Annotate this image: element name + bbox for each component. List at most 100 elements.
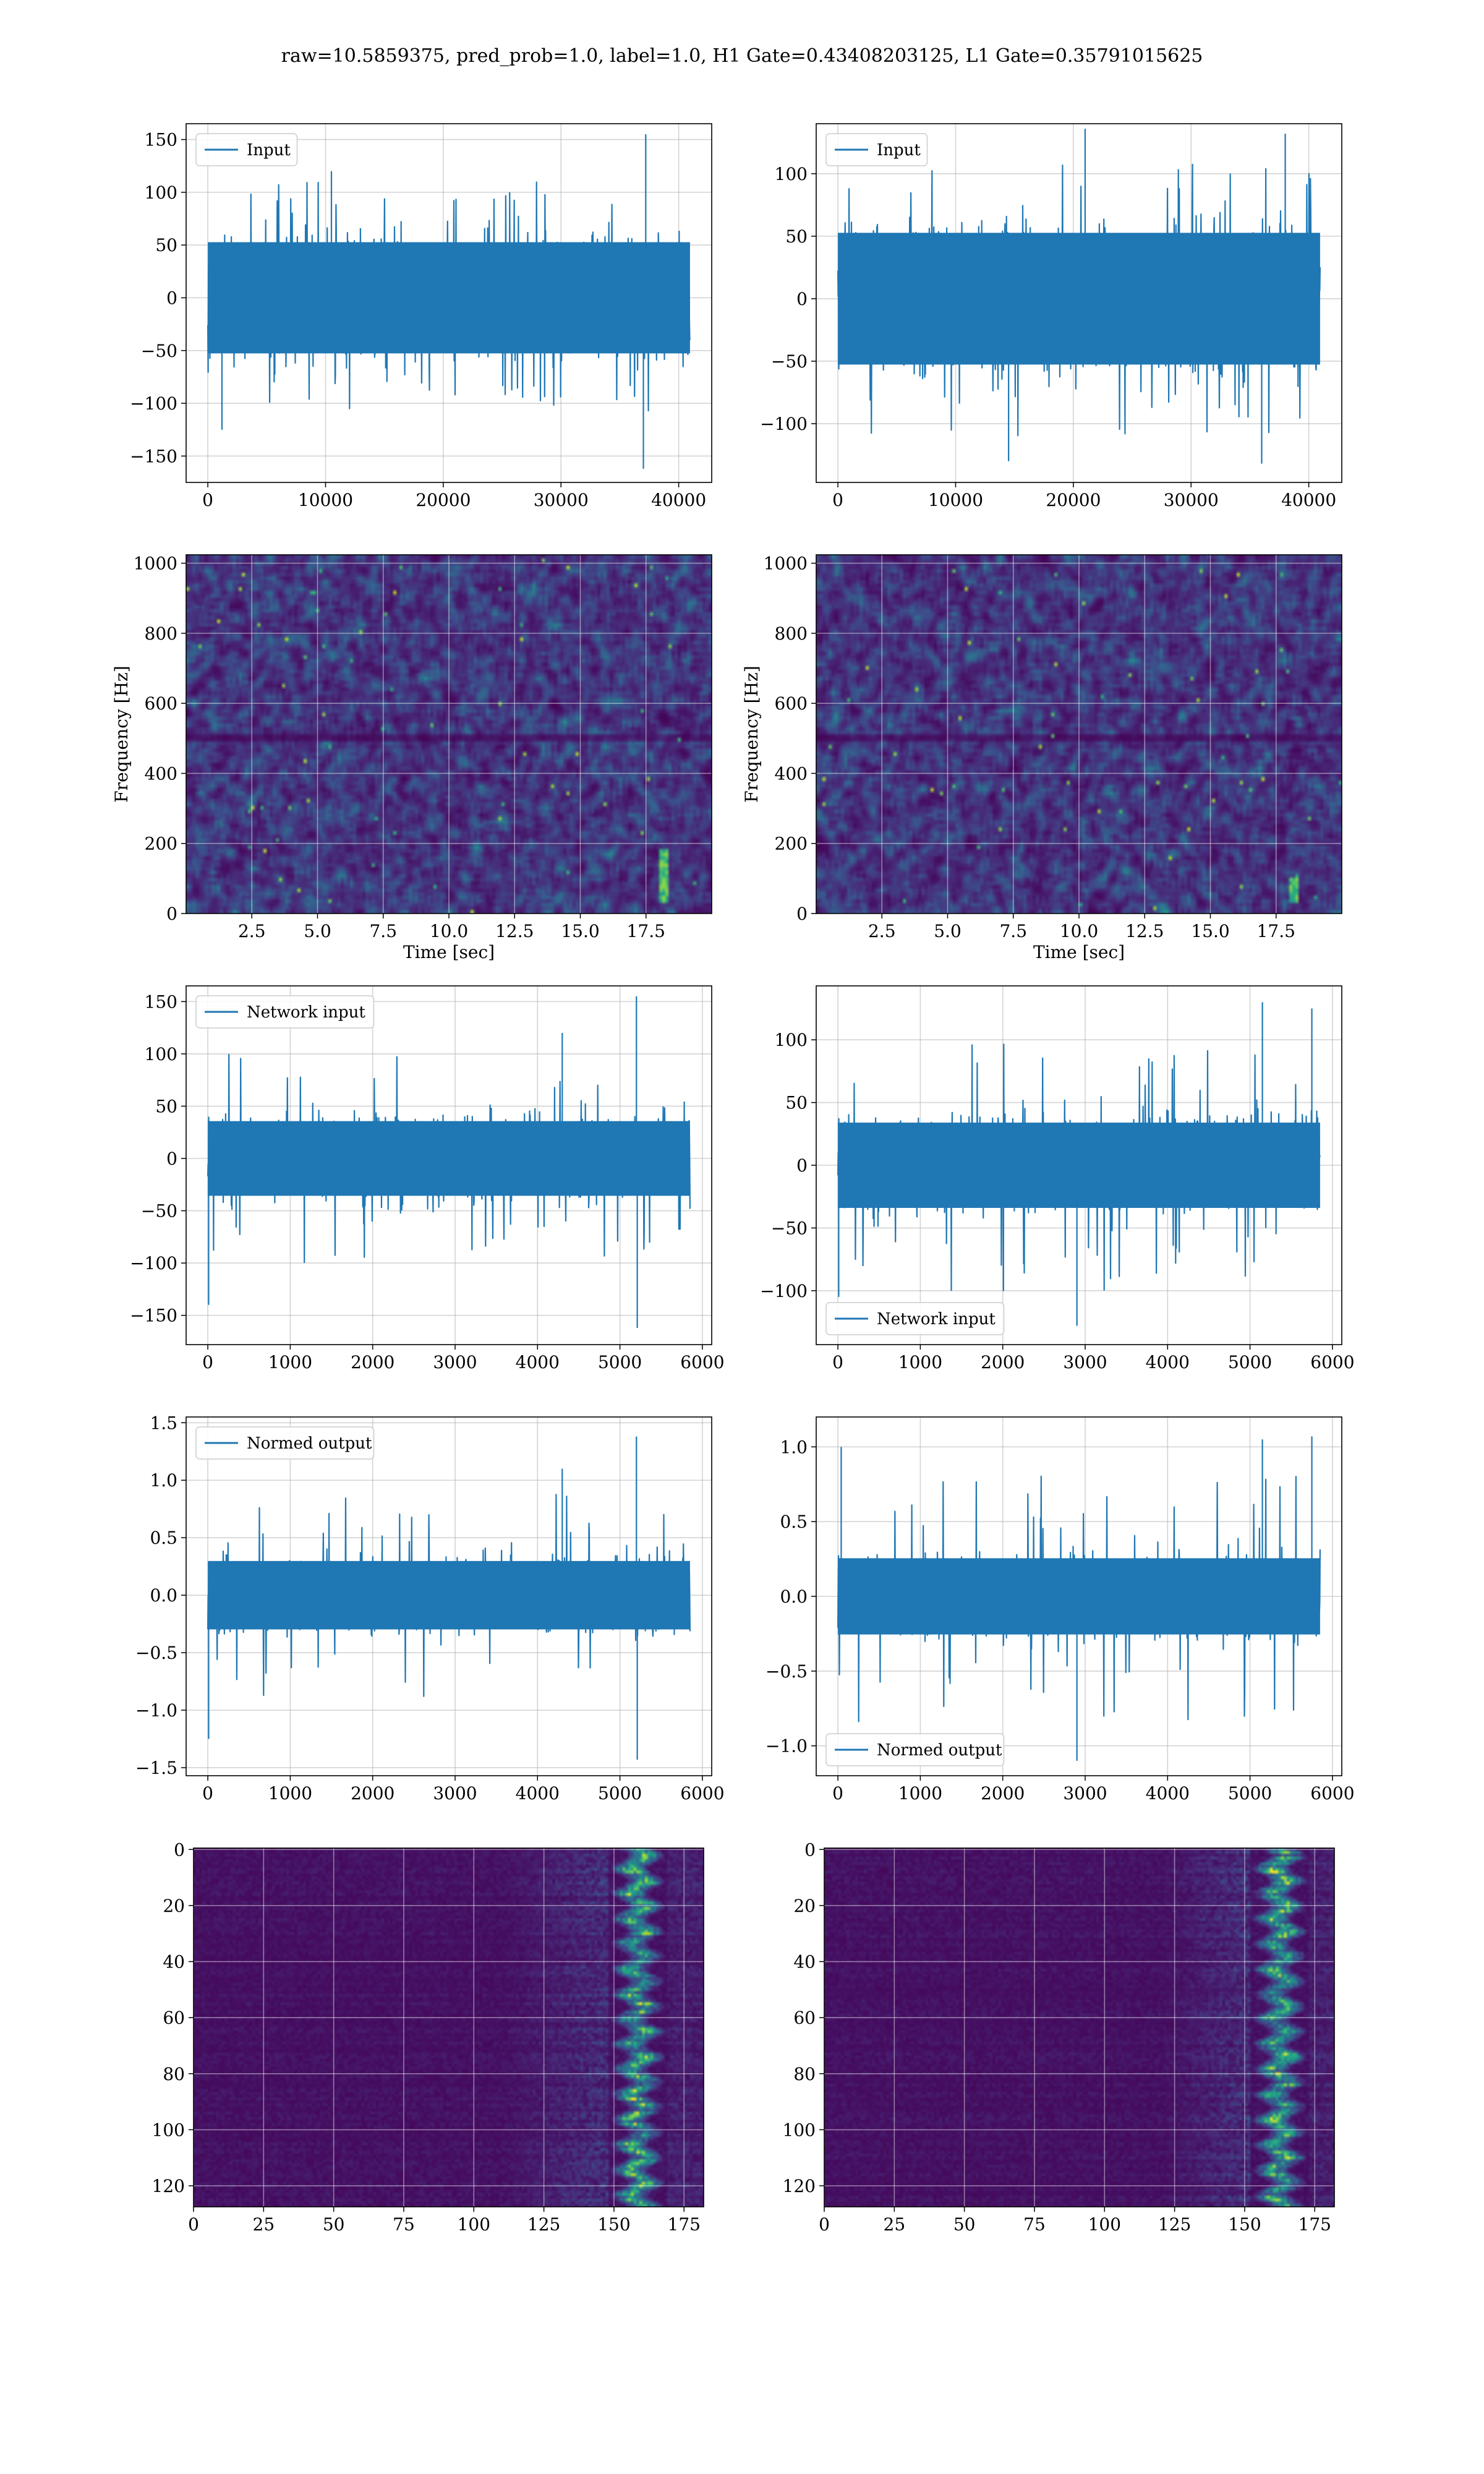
x-tick-label: 50 (953, 2214, 976, 2235)
l1-feature-map-frame (824, 1847, 1335, 2207)
x-tick-label: 25 (884, 2214, 906, 2235)
y-tick-label: 20 (163, 1896, 185, 1916)
x-tick-label: 0 (188, 2214, 199, 2235)
x-tick-label: 150 (597, 2214, 630, 2235)
legend-label: Network input (877, 1310, 996, 1329)
y-tick-label: 60 (163, 2008, 185, 2028)
y-tick-label: 60 (793, 2008, 816, 2028)
feature-map-image (194, 1848, 704, 2207)
y-tick-label: 0 (166, 904, 177, 924)
y-tick-label: −100 (130, 1253, 177, 1273)
spectrogram-image (186, 555, 712, 914)
x-tick-label: 30000 (1164, 490, 1219, 510)
y-tick-label: 120 (783, 2176, 816, 2196)
feature-map-image (824, 1848, 1334, 2207)
l1-feature-map-axes: 0 25 50 75 100 125 150 175 0 20 40 60 80 100 120 (783, 1839, 1335, 2235)
signal-core-band (838, 233, 1320, 365)
x-tick-label: 100 (458, 2214, 490, 2235)
y-tick-label: 0.5 (780, 1512, 808, 1532)
y-tick-label: 150 (145, 130, 177, 150)
x-tick-label: 17.5 (627, 921, 665, 941)
legend-box (825, 133, 928, 166)
x-tick-label: 2000 (351, 1783, 394, 1804)
x-tick-label: 40000 (1281, 490, 1336, 510)
x-tick-label: 1000 (898, 1783, 942, 1804)
x-tick-label: 15.0 (1191, 921, 1229, 941)
y-tick-label: 100 (152, 2120, 185, 2140)
y-tick-label: −1.0 (135, 1700, 177, 1721)
x-tick-label: 7.5 (999, 921, 1027, 941)
x-tick-label: 1000 (898, 1352, 942, 1372)
x-tick-label: 2000 (351, 1352, 394, 1372)
x-tick-label: 5.0 (304, 921, 331, 941)
x-tick-label: 175 (1298, 2214, 1331, 2235)
y-tick-label: 1000 (764, 554, 808, 574)
x-tick-label: 0 (819, 2214, 830, 2235)
x-tick-label: 25 (253, 2214, 275, 2235)
y-tick-label: 0 (796, 904, 808, 924)
y-tick-label: −100 (130, 393, 177, 414)
x-tick-label: 10.0 (1060, 921, 1098, 941)
y-tick-label: −0.5 (765, 1661, 808, 1682)
x-tick-label: 30000 (534, 490, 589, 510)
y-tick-label: 100 (145, 1044, 177, 1064)
y-tick-label: 150 (145, 991, 177, 1012)
x-tick-label: 20000 (416, 490, 471, 510)
signal-core-band (838, 1123, 1320, 1208)
h1-normed-output-axes: 0 1000 2000 3000 4000 5000 6000 −1.5 −1.0 −0.5 0.0… (135, 1413, 725, 1804)
signal-core-band (838, 1558, 1320, 1635)
x-tick-label: 125 (1158, 2214, 1191, 2235)
legend-box (825, 1733, 1005, 1766)
h1-input-frame (186, 123, 712, 483)
x-tick-label: 75 (1023, 2214, 1046, 2235)
y-axis-label: Frequency [Hz] (741, 666, 762, 802)
y-tick-label: −50 (771, 1218, 808, 1238)
y-tick-label: −0.5 (135, 1643, 177, 1663)
y-tick-label: 50 (155, 235, 177, 255)
legend-label: Network input (247, 1003, 365, 1022)
x-tick-label: 0 (832, 1352, 843, 1372)
l1-input-frame (816, 123, 1342, 483)
y-tick-label: −1.0 (765, 1736, 808, 1757)
x-tick-label: 5000 (598, 1352, 642, 1372)
y-tick-label: 80 (793, 2064, 816, 2084)
y-tick-label: 800 (145, 623, 177, 644)
y-tick-label: −150 (130, 1306, 177, 1326)
x-tick-label: 1000 (268, 1352, 312, 1372)
l1-input-axes: 0 10000 20000 30000 40000 −100 −50 0 50 100 Input (760, 123, 1342, 510)
x-tick-label: 20000 (1046, 490, 1101, 510)
y-tick-label: 120 (152, 2176, 185, 2196)
y-tick-label: −50 (771, 351, 808, 372)
y-tick-label: 1000 (134, 554, 177, 574)
x-tick-label: 4000 (1146, 1352, 1190, 1372)
l1-normed-output-axes: 0 1000 2000 3000 4000 5000 6000 −1.0 −0.5 0.0 0.5 1… (765, 1416, 1355, 1804)
legend-box (825, 1302, 1005, 1335)
figure-title: raw=10.5859375, pred_prob=1.0, label=1.0… (281, 45, 1203, 67)
x-tick-label: 6000 (1310, 1352, 1354, 1372)
x-tick-label: 4000 (516, 1352, 560, 1372)
y-tick-label: 100 (775, 1030, 808, 1050)
h1-network-input-frame (186, 985, 712, 1345)
y-tick-label: 100 (145, 182, 177, 203)
y-tick-label: 100 (783, 2120, 816, 2140)
y-tick-label: 50 (155, 1096, 177, 1116)
legend-label: Input (247, 141, 291, 160)
y-tick-label: 0.5 (150, 1528, 177, 1548)
y-tick-label: 0 (166, 1149, 177, 1169)
x-tick-label: 5000 (1228, 1783, 1272, 1804)
y-tick-label: 400 (145, 763, 177, 784)
y-tick-label: 0 (166, 288, 177, 308)
y-tick-label: 600 (775, 693, 808, 714)
y-tick-label: 600 (145, 693, 177, 714)
x-axis-label: Time [sec] (1033, 942, 1125, 962)
x-tick-label: 12.5 (495, 921, 534, 941)
y-tick-label: 50 (785, 226, 808, 247)
x-tick-label: 4000 (1146, 1783, 1190, 1804)
x-tick-label: 1000 (268, 1783, 312, 1804)
legend-label: Normed output (247, 1434, 372, 1453)
x-tick-label: 10000 (298, 490, 353, 510)
h1-feature-map-frame (193, 1847, 704, 2207)
y-tick-label: 20 (793, 1896, 816, 1916)
y-tick-label: 0 (796, 1155, 808, 1176)
